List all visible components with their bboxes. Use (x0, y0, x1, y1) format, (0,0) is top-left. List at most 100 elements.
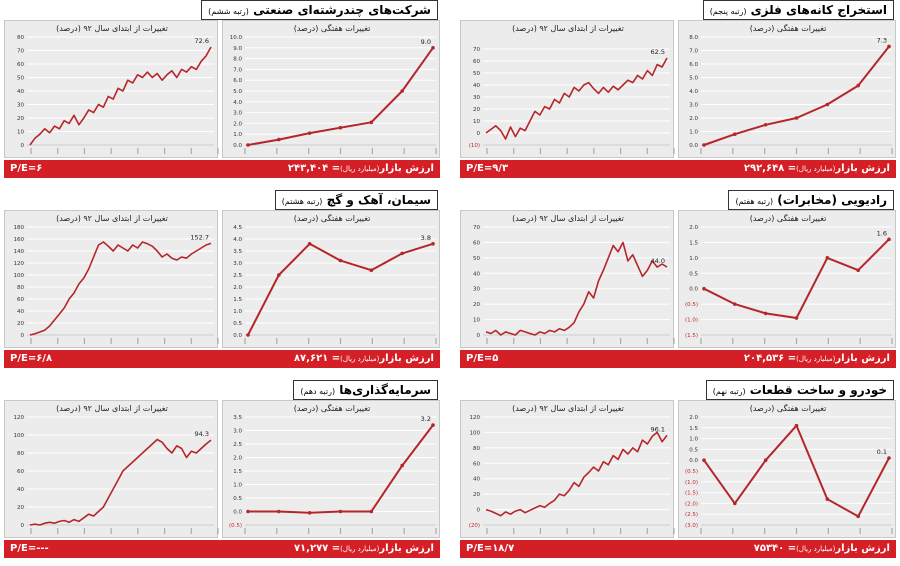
panel-title-text: خودرو و ساخت قطعات (749, 383, 887, 397)
data-point (887, 44, 891, 49)
market-value-number: = ۸۷,۶۲۱ (293, 353, 341, 364)
end-value-label: 1.6 (877, 229, 887, 237)
data-point (246, 509, 250, 514)
x-tick-mark (83, 148, 86, 154)
x-tick-mark (30, 528, 32, 534)
x-tick-mark (513, 148, 515, 154)
chart-svg: تغییرات هفتگی (درصد) (3.0) (2.5) (2.0) (1.5)… (685, 403, 893, 534)
chart-svg: تغییرات از ابتدای سال ۹۲ (درصد) 0 20 40 60 80… (14, 404, 219, 534)
pe-label: P/E= (466, 353, 493, 364)
pe-label: P/E= (10, 163, 37, 174)
x-tick-mark (859, 528, 861, 534)
x-tick-mark (276, 148, 278, 154)
x-tick-mark (539, 338, 542, 344)
y-tick-label: 20 (17, 505, 24, 511)
market-value: ارزش بازار(میلیارد ریال)= ۲۹۲,۶۴۸ (744, 160, 890, 178)
y-tick-label: 2.5 (233, 273, 242, 279)
market-value: ارزش بازار(میلیارد ریال)= ۸۷,۶۲۱ (294, 350, 434, 368)
x-tick-mark (891, 148, 893, 154)
data-series-line (247, 242, 434, 336)
chart-svg: تغییرات هفتگی (درصد) (0.5) 0.0 0.5 1.0 1.5 2.0… (229, 403, 437, 534)
y-tick-label: 3.0 (233, 111, 242, 117)
chart-svg: تغییرات هفتگی (درصد) 0.0 0.5 1.0 1.5 2.0 2.5 3.… (233, 213, 437, 344)
data-point (733, 132, 737, 136)
y-tick-label: 2.0 (689, 225, 698, 231)
x-tick-mark (57, 338, 59, 344)
y-tick-label: (10) (469, 143, 480, 149)
panel-title-text: استخراج کانه‌های فلزی (750, 3, 887, 17)
data-point (702, 458, 706, 462)
chart-title: تغییرات از ابتدای سال ۹۲ (درصد) (56, 404, 168, 413)
panel-footer: ارزش بازار(میلیارد ریال)= ۷۵۳۴۰ P/E=۱۸/۷ (460, 540, 896, 558)
y-tick-label: 0.0 (689, 143, 698, 149)
panel-title: سرمایه‌گذاری‌ها (رتبه دهم) (293, 380, 438, 400)
data-point (369, 509, 374, 514)
y-tick-label: 1.0 (233, 309, 242, 315)
chart-svg: تغییرات از ابتدای سال ۹۲ (درصد) (10) 0 10 20… (469, 24, 675, 154)
y-tick-label: 80 (17, 451, 24, 457)
line-chart: تغییرات هفتگی (درصد) 0.0 0.5 1.0 1.5 2.0 2.5 3.… (222, 210, 440, 348)
data-point (794, 316, 799, 320)
line-chart: تغییرات هفتگی (درصد) 0.0 1.0 2.0 3.0 4.0 5.0 6.… (222, 20, 440, 158)
end-value-label: 9.0 (421, 38, 431, 46)
y-tick-label: 0 (477, 333, 481, 339)
y-tick-label: (1.5) (685, 333, 698, 339)
y-tick-label: 5.0 (233, 89, 242, 95)
x-tick-mark (190, 338, 192, 344)
y-tick-label: 8.0 (689, 35, 698, 41)
x-tick-mark (244, 528, 246, 534)
y-tick-label: 10 (17, 130, 24, 136)
y-tick-label: 6.0 (689, 62, 698, 68)
x-tick-mark (539, 528, 542, 534)
market-value-unit: (میلیارد ریال) (340, 165, 380, 173)
y-tick-label: 20 (473, 492, 480, 498)
x-tick-mark (593, 148, 595, 154)
chart-title: تغییرات از ابتدای سال ۹۲ (درصد) (56, 24, 168, 33)
x-tick-mark (486, 148, 488, 154)
data-series-line (703, 238, 890, 319)
market-value-unit: (میلیارد ریال) (796, 355, 836, 363)
chart-svg: تغییرات هفتگی (درصد) 0.0 1.0 2.0 3.0 4.0 5.0 6.… (689, 23, 893, 154)
line-chart: تغییرات از ابتدای سال ۹۲ (درصد) (10) 0 10 20… (460, 20, 675, 158)
chart-title: تغییرات هفتگی (درصد) (750, 23, 827, 33)
pe-value: ۶/۸ (36, 353, 53, 364)
pe-ratio: P/E=۶/۸ (10, 350, 52, 368)
market-value-label: ارزش بازار (835, 163, 890, 174)
sector-panel: سرمایه‌گذاری‌ها (رتبه دهم) تغییرات از ابت… (2, 380, 442, 560)
panel-rank: (رتبه هفتم) (735, 197, 774, 206)
x-tick-mark (619, 148, 622, 154)
x-tick-mark (137, 148, 139, 154)
y-tick-label: 7.0 (689, 49, 698, 55)
y-tick-label: 3.0 (233, 429, 242, 435)
panel-rank: (رتبه دهم) (300, 387, 336, 396)
data-point (400, 89, 404, 93)
data-point (763, 458, 768, 462)
line-chart: تغییرات هفتگی (درصد) (0.5) 0.0 0.5 1.0 1.5 2.0… (222, 400, 440, 538)
data-point (733, 501, 737, 506)
x-tick-mark (891, 338, 893, 344)
y-tick-label: 1.0 (233, 483, 242, 489)
market-value-label: ارزش بازار (835, 353, 890, 364)
x-tick-mark (244, 338, 246, 344)
y-tick-label: 4.5 (233, 225, 242, 231)
x-tick-mark (700, 338, 702, 344)
x-tick-mark (308, 528, 310, 534)
y-tick-label: (0.5) (685, 469, 698, 475)
panel-rank: (رتبه هشتم) (281, 197, 323, 206)
x-tick-mark (593, 528, 595, 534)
data-point (733, 302, 737, 306)
x-tick-mark (308, 148, 310, 154)
end-value-label: 7.3 (877, 36, 887, 44)
x-tick-mark (827, 148, 829, 154)
data-point (702, 143, 706, 147)
market-value: ارزش بازار(میلیارد ریال)= ۷۵۳۴۰ (754, 540, 890, 558)
y-tick-label: (0.5) (685, 302, 698, 308)
panel-rank: (رتبه نهم) (712, 387, 746, 396)
y-tick-label: 60 (473, 461, 480, 467)
x-tick-mark (30, 148, 32, 154)
y-tick-label: 0.0 (233, 143, 242, 149)
panel-rank: (رتبه پنجم) (709, 7, 747, 16)
panel-title: شرکت‌های چندرشته‌ای صنعتی (رتبه ششم) (201, 0, 438, 20)
panel-title-text: سرمایه‌گذاری‌ها (339, 383, 431, 397)
x-tick-mark (244, 148, 246, 154)
